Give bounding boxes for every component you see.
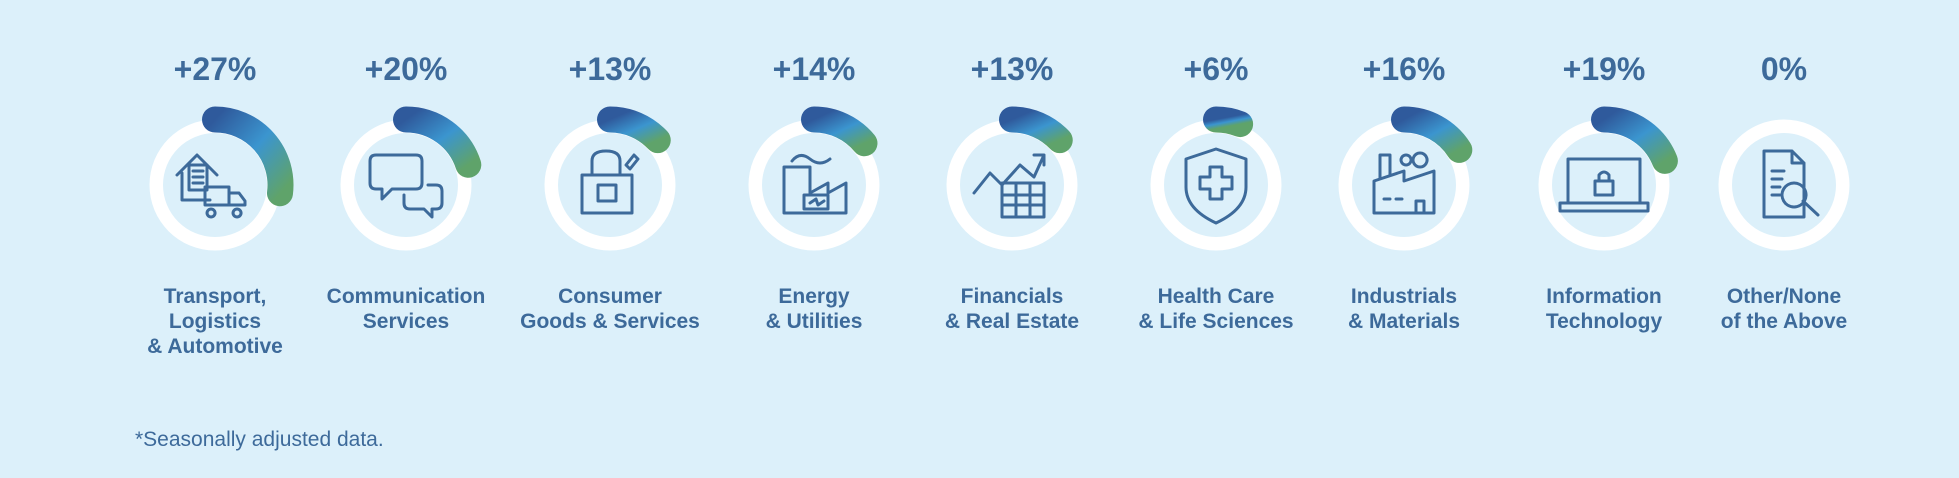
gauge-arc [1203,106,1254,138]
gauge-inner [960,133,1064,237]
category-label: Industrials & Materials [1347,285,1461,333]
icon-shape [1184,147,1248,225]
gauge-inner [163,133,267,237]
value-label: +14% [773,51,856,87]
value-label: +16% [1363,51,1446,87]
category-label: Energy & Utilities [765,285,863,333]
value-label: 0% [1761,51,1807,87]
icon-shape [368,153,444,219]
category-label: Other/None of the Above [1720,285,1848,333]
value-label: +19% [1563,51,1646,87]
icon-shape [972,153,1046,219]
icon-shape [580,149,640,215]
icon [782,154,848,215]
icon [175,153,247,219]
value-label: +13% [569,51,652,87]
icon-shape [1558,157,1650,213]
category-label: Financials & Real Estate [944,285,1080,333]
icon [972,153,1046,219]
icon-shape [782,154,848,215]
category-label: Information Technology [1545,285,1663,333]
gauge-inner [1732,133,1836,237]
footnote: *Seasonally adjusted data. [135,428,384,451]
icon [1762,149,1820,219]
icon-shape [1762,149,1820,219]
gauge-inner [762,133,866,237]
icon-shape [1372,151,1436,215]
icon [1184,147,1248,225]
gauge-arc [801,106,878,157]
gauge-arc [1391,106,1473,163]
value-label: +6% [1184,51,1249,87]
value-label: +13% [971,51,1054,87]
value-label: +27% [174,51,257,87]
gauge-inner [1352,133,1456,237]
category-label: Transport, Logistics & Automotive [147,285,283,358]
category-label: Communication Services [326,285,486,333]
gauge-arc [393,106,482,178]
icon [580,149,640,215]
value-label: +20% [365,51,448,87]
icon [368,153,444,219]
gauge-arc [597,106,671,154]
category-label: Consumer Goods & Services [520,285,700,333]
icon [1372,151,1436,215]
gauge-arc [1591,106,1678,174]
category-label: Health Care & Life Sciences [1138,285,1294,333]
icon-shape [175,153,247,219]
gauge-arc [202,106,294,207]
icon [1558,157,1650,213]
gauge-arc [999,106,1073,154]
